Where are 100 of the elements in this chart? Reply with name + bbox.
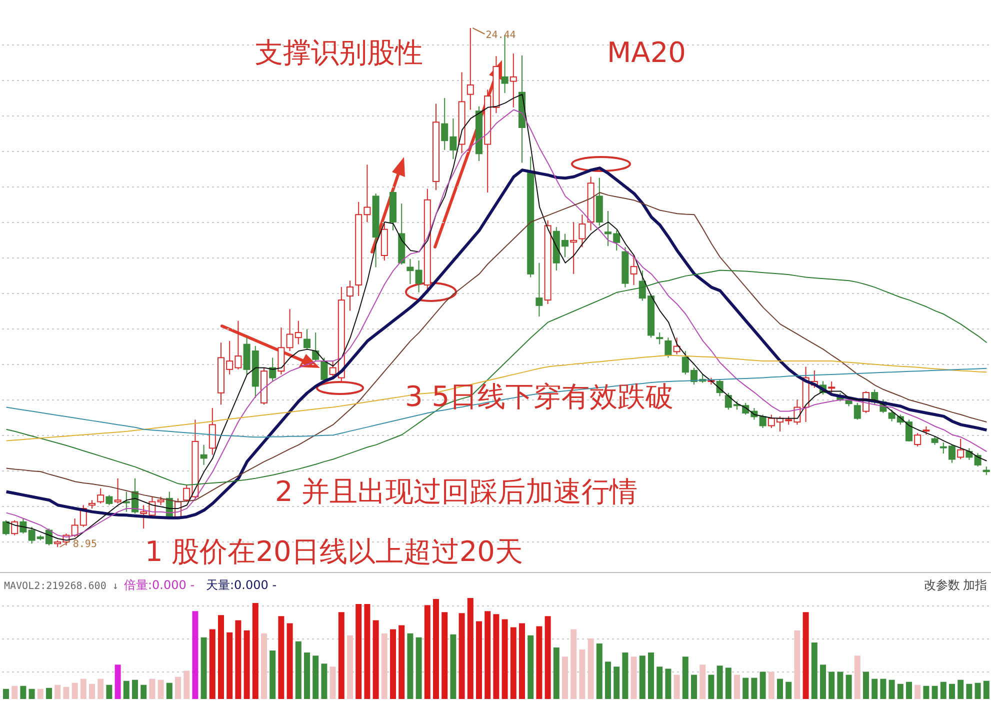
bar — [3, 688, 9, 699]
bar — [89, 684, 95, 699]
bar — [476, 621, 482, 699]
candlestick — [570, 221, 578, 274]
candlestick — [854, 402, 861, 420]
bar — [149, 678, 156, 699]
bar — [639, 656, 646, 699]
annotation: 支撑识别股性 — [255, 36, 423, 69]
bar — [888, 680, 895, 699]
candlestick — [957, 438, 964, 460]
bar — [458, 613, 465, 699]
bar — [54, 684, 61, 699]
bar — [252, 603, 258, 699]
bar — [270, 650, 276, 699]
bar — [786, 682, 792, 699]
bar — [321, 664, 328, 699]
bar — [880, 678, 886, 699]
candlestick — [828, 380, 836, 394]
bar — [226, 632, 233, 699]
bar — [700, 664, 706, 699]
bar — [80, 678, 86, 699]
bar — [106, 684, 112, 699]
candlestick — [106, 494, 113, 506]
candlestick — [664, 337, 672, 358]
bar — [114, 664, 121, 699]
text: 天量:0.000 - — [206, 578, 277, 592]
bar — [381, 633, 388, 699]
bar — [588, 638, 594, 699]
bar — [424, 605, 430, 699]
candlestick — [200, 444, 208, 466]
candlestick — [346, 280, 354, 312]
bar — [906, 682, 912, 699]
bar — [966, 684, 972, 699]
annotation: MA20 — [607, 36, 686, 69]
bar — [519, 623, 525, 699]
bar — [682, 656, 688, 699]
bar — [863, 672, 869, 699]
bar — [983, 680, 990, 699]
bar — [837, 672, 844, 699]
bar — [200, 637, 207, 699]
bar — [12, 686, 18, 699]
bar — [218, 615, 224, 699]
bar — [579, 650, 586, 699]
bar — [312, 656, 319, 699]
candlestick — [415, 260, 422, 293]
candlestick — [304, 328, 310, 350]
annotation: 8.95 — [72, 539, 97, 550]
bar — [98, 678, 104, 699]
bar — [416, 637, 422, 699]
bar — [28, 688, 35, 699]
bar — [940, 682, 946, 699]
bar — [493, 614, 500, 699]
text: 改参数 — [924, 578, 960, 592]
bar — [605, 662, 611, 699]
bar — [949, 684, 955, 699]
candlestick — [406, 258, 414, 284]
annotation: 2 并且出现过回踩后加速行情 — [275, 475, 638, 508]
bar — [72, 682, 78, 699]
candlestick — [278, 327, 285, 375]
bar — [63, 686, 70, 699]
bar — [897, 684, 904, 699]
candlestick — [578, 214, 586, 248]
candlestick — [269, 357, 276, 382]
bar — [648, 652, 654, 699]
candlestick — [2, 520, 10, 536]
bar — [932, 686, 938, 699]
bar — [123, 680, 130, 699]
candlestick — [630, 255, 638, 286]
bar — [166, 682, 172, 699]
bar — [338, 612, 344, 699]
candlestick — [510, 52, 517, 108]
bar — [433, 599, 439, 699]
bar — [347, 635, 353, 699]
bar — [398, 625, 405, 699]
bar — [725, 668, 732, 699]
candlestick — [974, 452, 982, 468]
bar — [768, 672, 774, 699]
bar — [751, 678, 758, 699]
bar — [614, 666, 620, 699]
bar — [828, 672, 835, 699]
bar — [304, 652, 310, 699]
bar — [261, 633, 267, 699]
bar — [502, 619, 508, 699]
bar — [553, 647, 560, 699]
bar — [46, 688, 52, 699]
bar — [450, 634, 456, 699]
text: 倍量:0.000 - — [124, 578, 195, 592]
text: 加指 — [963, 578, 987, 592]
bar — [802, 612, 809, 699]
bar — [528, 635, 534, 699]
bar — [734, 674, 740, 699]
candlestick — [11, 520, 18, 536]
bar — [562, 656, 568, 699]
bar — [158, 680, 164, 699]
bar — [674, 674, 680, 699]
bar — [510, 627, 516, 699]
bar — [235, 620, 242, 699]
text: MAVOL2:219268.600 ↓ — [4, 581, 118, 592]
bar — [330, 666, 336, 699]
candlestick — [466, 28, 474, 110]
